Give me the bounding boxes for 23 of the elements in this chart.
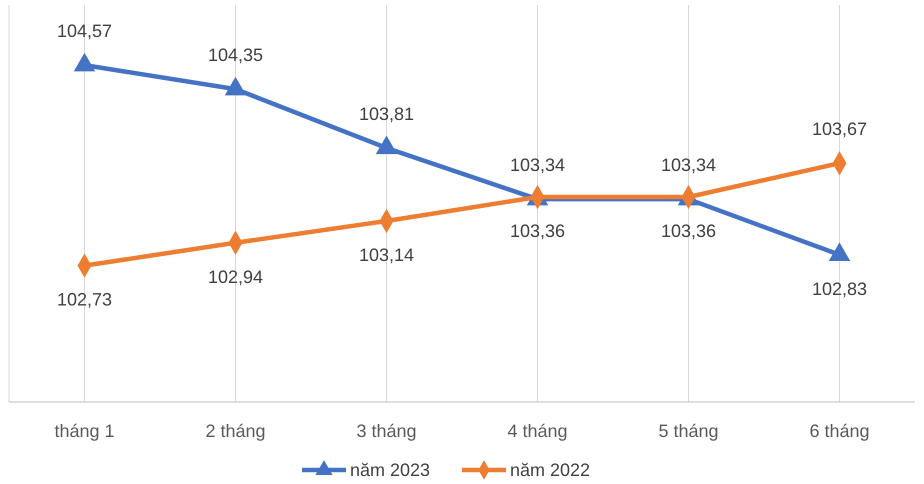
- data-label: 103,36: [510, 221, 566, 242]
- x-tick-label: 2 tháng: [205, 421, 266, 441]
- data-label: 103,36: [660, 221, 716, 242]
- data-label: 103,34: [510, 155, 566, 176]
- x-tick-label: 6 tháng: [809, 421, 870, 441]
- x-tick-label: tháng 1: [54, 421, 115, 441]
- x-tick-label: 5 tháng: [658, 421, 719, 441]
- data-label: 104,57: [56, 21, 112, 42]
- data-label: 103,81: [358, 104, 414, 124]
- point: [224, 76, 246, 96]
- data-label: 102,73: [56, 290, 112, 310]
- legend-label: năm 2022: [510, 460, 590, 480]
- data-label: 102,83: [812, 278, 868, 299]
- data-label: 104,35: [208, 45, 264, 66]
- x-tick-label: 4 tháng: [507, 421, 568, 441]
- data-label: 103,34: [660, 155, 716, 176]
- data-label: 103,14: [358, 244, 414, 265]
- data-label: 102,94: [208, 266, 264, 287]
- point: [376, 136, 398, 154]
- point: [74, 52, 96, 72]
- x-tick-label: 3 tháng: [356, 421, 417, 441]
- legend-label: năm 2023: [350, 460, 430, 480]
- data-label: 103,67: [812, 119, 868, 140]
